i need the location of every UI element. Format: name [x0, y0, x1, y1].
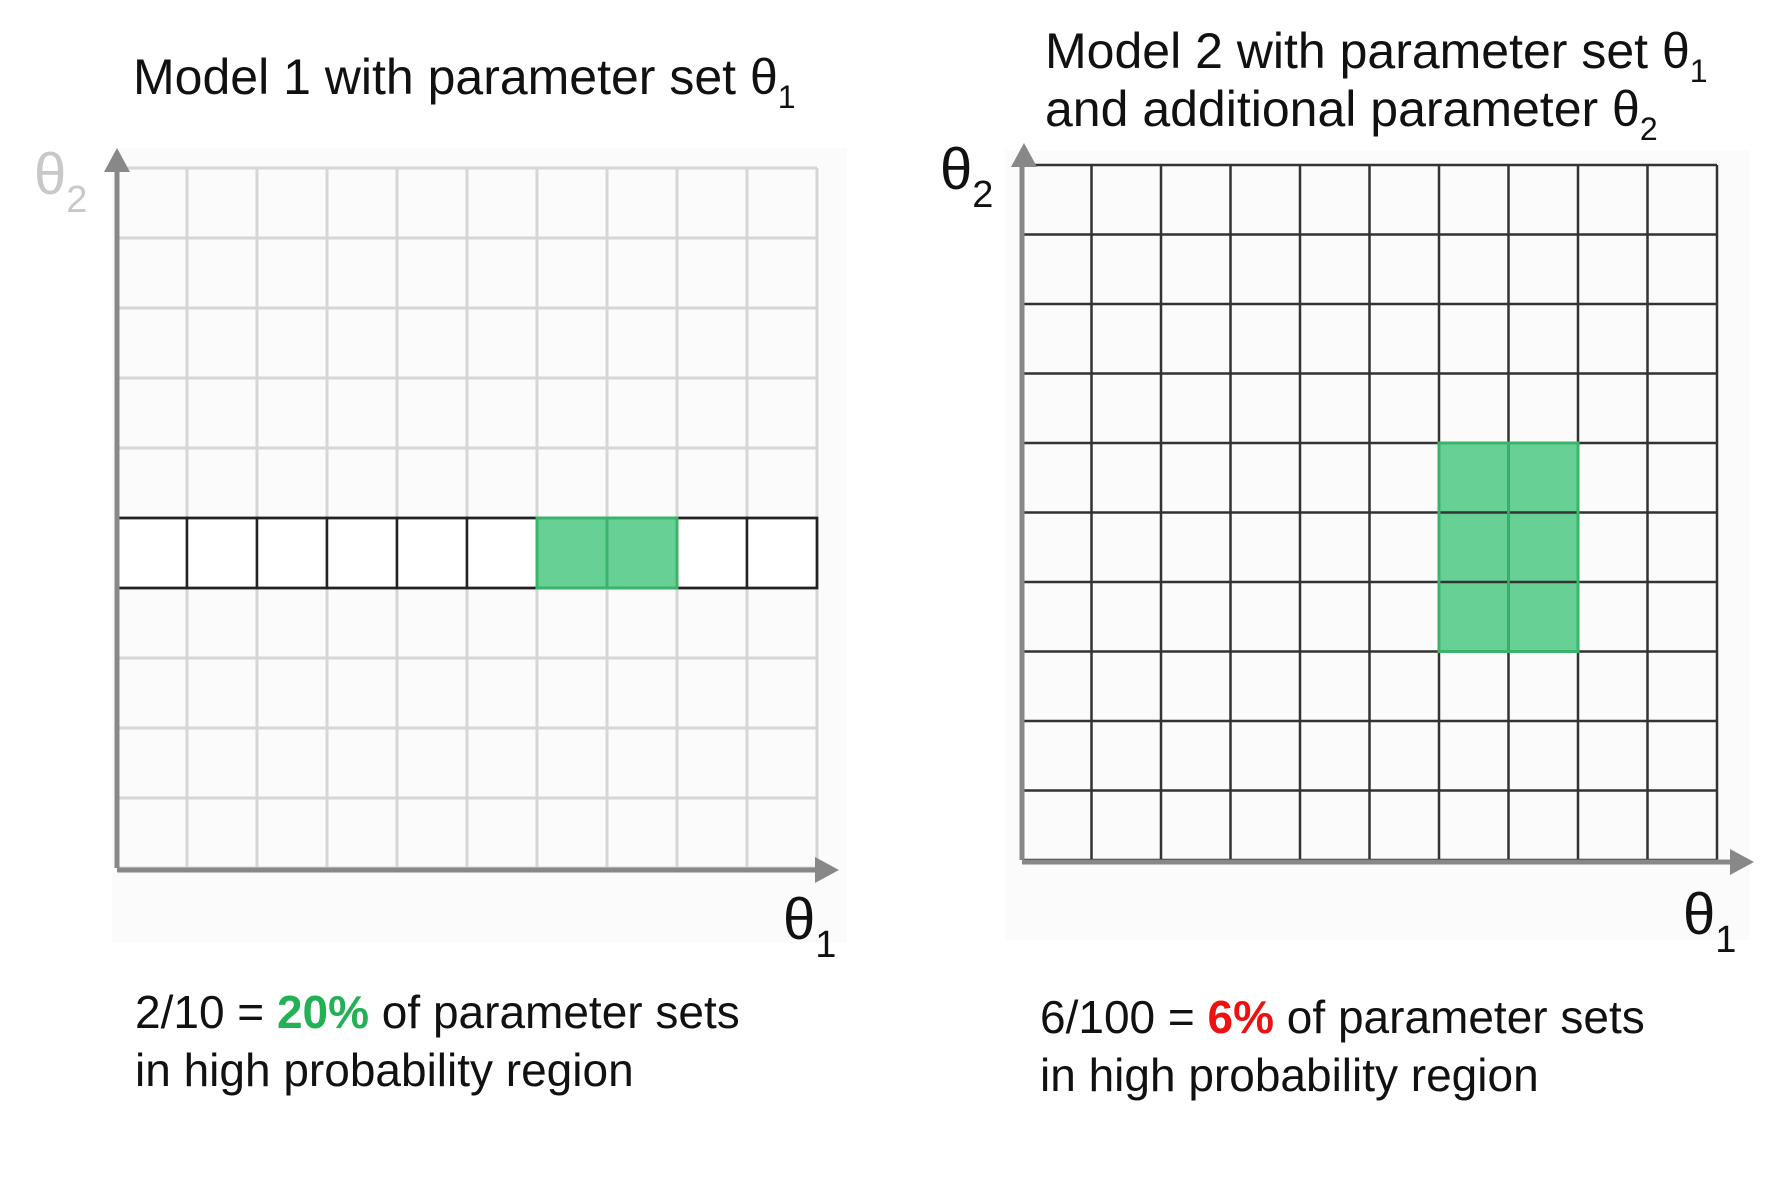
parameter-cell: [745, 516, 819, 590]
model-1-caption-prefix: 2/10 =: [135, 986, 277, 1038]
model-2-x-axis-label-text: θ: [1683, 882, 1716, 947]
model-1-y-axis-label-text: θ: [34, 142, 67, 207]
parameter-cell: [465, 516, 539, 590]
model-2-title-line-2-text: and additional parameter θ: [1045, 81, 1640, 137]
model-1-title-subscript: 1: [777, 79, 796, 115]
model-1-parameter-grid: [104, 148, 839, 883]
model-2-caption: 6/100 = 6% of parameter sets in high pro…: [1040, 988, 1645, 1104]
model-1-y-axis-label: θ2: [34, 142, 87, 220]
parameter-cell: [185, 516, 259, 590]
highlighted-parameter-cell: [535, 516, 609, 590]
y-axis-arrow-icon: [104, 148, 130, 172]
model-2-y-axis-label-text: θ: [940, 137, 973, 202]
model-1-x-axis-label-subscript: 1: [815, 924, 837, 966]
highlighted-parameter-cell: [1508, 512, 1578, 582]
model-1-caption-percentage: 20%: [276, 986, 370, 1038]
parameter-cell: [115, 516, 189, 590]
model-2-caption-prefix: 6/100 =: [1040, 991, 1208, 1043]
model-2-title-line-2: and additional parameter θ2: [1045, 80, 1708, 145]
model-1-caption: 2/10 = 20% of parameter sets in high pro…: [135, 983, 740, 1099]
parameter-cell: [325, 516, 399, 590]
model-2-title-line-2-subscript: 2: [1639, 111, 1658, 147]
model-2-title-line-1: Model 2 with parameter set θ1: [1045, 22, 1708, 87]
model-2-y-axis-label-subscript: 2: [972, 174, 994, 216]
model-1-x-axis-label: θ1: [783, 887, 836, 965]
parameter-cell: [675, 516, 749, 590]
model-1-caption-line-1: 2/10 = 20% of parameter sets: [135, 983, 740, 1041]
model-2-x-axis-label: θ1: [1683, 882, 1736, 960]
model-1-x-axis-label-text: θ: [783, 887, 816, 952]
model-1-y-axis-label-subscript: 2: [66, 179, 88, 221]
model-1-caption-suffix: of parameter sets: [369, 986, 740, 1038]
highlighted-parameter-cell: [1508, 443, 1578, 513]
model-2-title: Model 2 with parameter set θ1 and additi…: [1045, 22, 1708, 145]
model-1-panel: Model 1 with parameter set θ1 θ2 θ1 2/10…: [34, 48, 839, 1099]
model-2-y-axis-label: θ2: [940, 137, 993, 215]
highlighted-parameter-cell: [1439, 512, 1509, 582]
x-axis-arrow-icon: [1730, 849, 1754, 875]
model-2-caption-line-2: in high probability region: [1040, 1049, 1539, 1101]
highlighted-parameter-cell: [605, 516, 679, 590]
model-2-panel: Model 2 with parameter set θ1 and additi…: [885, 0, 1770, 1180]
parameter-cell: [395, 516, 469, 590]
x-axis-arrow-icon: [815, 857, 839, 883]
y-axis-arrow-icon: [1011, 143, 1037, 167]
model-2-x-axis-label-subscript: 1: [1715, 919, 1737, 961]
grid-background: [1005, 150, 1750, 940]
highlighted-parameter-cell: [1439, 582, 1509, 652]
model-1-title: Model 1 with parameter set θ1: [133, 48, 796, 113]
model-1-title-text: Model 1 with parameter set θ: [133, 49, 778, 105]
model-2-caption-percentage: 6%: [1207, 991, 1275, 1043]
model-1-caption-line-2: in high probability region: [135, 1044, 634, 1096]
highlighted-parameter-cell: [1508, 582, 1578, 652]
model-2-title-line-1-subscript: 1: [1689, 53, 1708, 89]
model-2-title-line-1-text: Model 2 with parameter set θ: [1045, 23, 1690, 79]
model-2-parameter-grid: [1005, 143, 1754, 940]
model-2-caption-line-1: 6/100 = 6% of parameter sets: [1040, 988, 1645, 1046]
highlighted-block-outline: [535, 516, 679, 590]
highlighted-parameter-cell: [1439, 443, 1509, 513]
model-2-caption-suffix: of parameter sets: [1274, 991, 1645, 1043]
parameter-cell: [255, 516, 329, 590]
